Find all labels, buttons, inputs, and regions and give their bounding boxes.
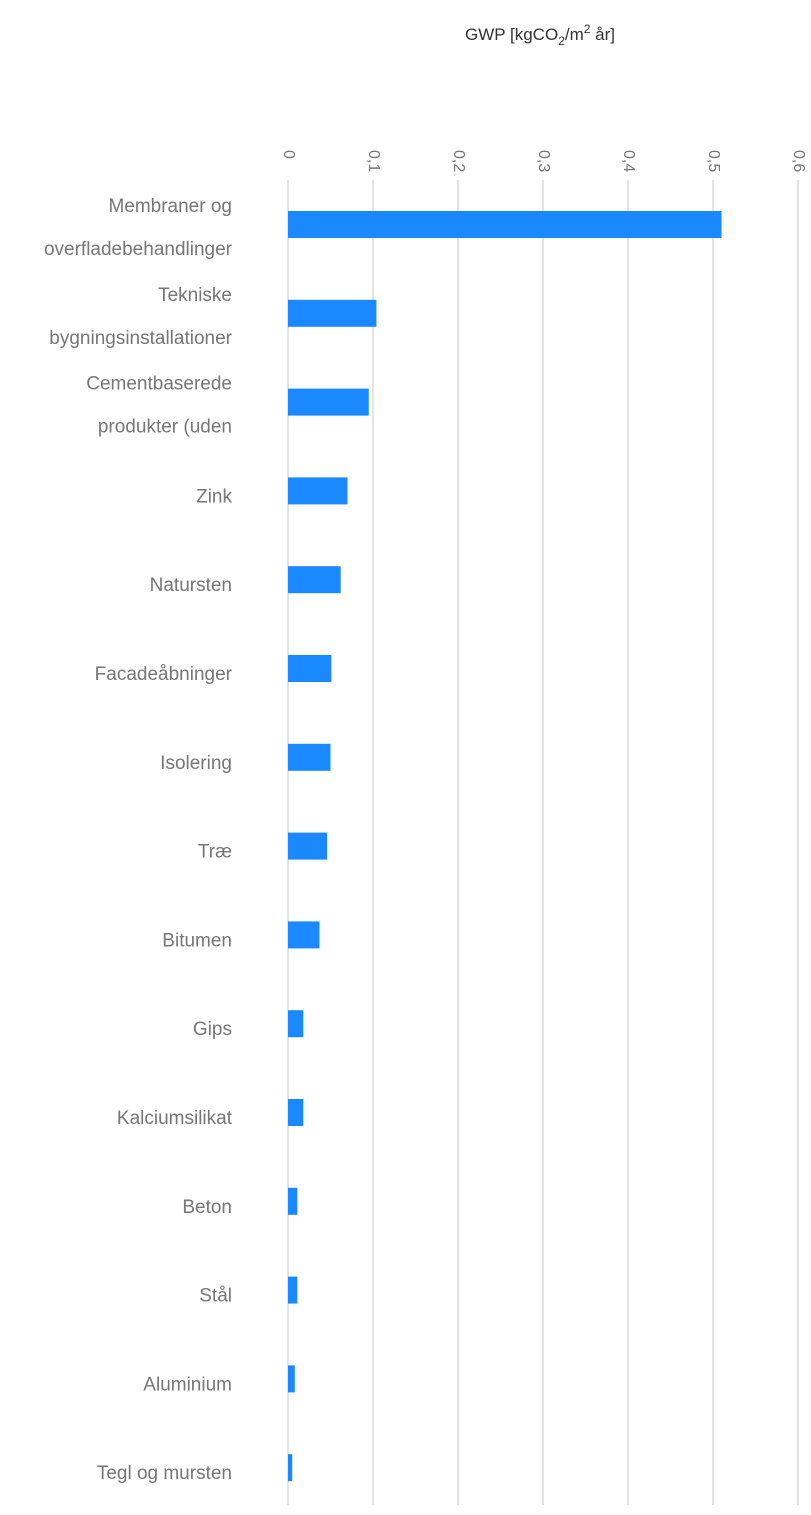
category-label: Stål — [199, 1286, 232, 1307]
bar — [288, 211, 722, 238]
category-label-line: overfladebehandlinger — [44, 239, 233, 260]
category-label-line: beton) — [178, 460, 232, 481]
bar — [288, 1365, 295, 1393]
category-label: Membraner og overfladebehandlinger — [44, 196, 233, 260]
bar — [288, 388, 369, 416]
bar — [288, 1187, 298, 1215]
category-label-line: Isolering — [160, 753, 232, 774]
bar — [288, 1010, 304, 1038]
bars — [288, 211, 722, 1482]
bar — [288, 743, 331, 771]
category-label: Cementbaserede produkter (uden beton) — [86, 374, 232, 481]
category-label-line: Beton — [182, 1197, 232, 1218]
category-label-line: Stål — [199, 1286, 232, 1307]
category-label-line: bygningsinstallationer — [49, 328, 232, 349]
category-label: Kalciumsilikat — [117, 1108, 233, 1129]
bar — [288, 655, 332, 682]
x-tick-label: 0,2 — [450, 150, 467, 172]
x-tick-label: 0,5 — [705, 150, 722, 172]
bar — [288, 1276, 298, 1304]
category-label-line: Facadeåbninger — [95, 664, 233, 685]
bar — [288, 1099, 304, 1126]
category-label-line: Gips — [193, 1019, 232, 1040]
category-label-line: Natursten — [150, 575, 232, 596]
bar — [288, 921, 320, 949]
category-label: Natursten — [150, 575, 232, 596]
category-label-line: Aluminium — [143, 1374, 232, 1395]
category-label: Træ — [198, 842, 232, 863]
category-label: Beton — [182, 1197, 232, 1218]
gridlines — [287, 180, 799, 1505]
category-label: Gips — [193, 1019, 232, 1040]
category-label-line: Bitumen — [162, 930, 232, 951]
category-label-line: Zink — [196, 486, 232, 507]
category-label: Tekniske bygningsinstallationer — [49, 285, 232, 349]
x-tick-label: 0,4 — [620, 150, 637, 172]
category-label-line: Membraner og — [108, 196, 232, 217]
bar — [288, 477, 348, 505]
bar — [288, 566, 341, 594]
bar — [288, 832, 328, 860]
category-label: Aluminium — [143, 1374, 232, 1395]
category-label: Zink — [196, 486, 232, 507]
x-axis-ticks: 0 0,1 0,2 0,3 0,4 0,5 0,6 — [280, 150, 807, 172]
x-tick-label: 0,6 — [790, 150, 807, 172]
category-label-line: produkter (uden — [98, 417, 232, 438]
category-label-line: Træ — [198, 842, 232, 863]
bar — [288, 299, 377, 327]
category-label: Facadeåbninger — [95, 664, 233, 685]
x-tick-label: 0,1 — [365, 150, 382, 172]
x-axis-title: GWP [kgCO2/m2 år] — [465, 22, 615, 48]
category-label-line: Tegl og mursten — [97, 1463, 232, 1484]
category-label-line: Kalciumsilikat — [117, 1108, 233, 1129]
category-label-line: Tekniske — [158, 285, 232, 306]
category-labels: Membraner og overfladebehandlinger Teknisk… — [44, 196, 233, 1484]
category-label: Isolering — [160, 753, 232, 774]
bar — [288, 1454, 293, 1482]
x-tick-label: 0 — [280, 150, 297, 159]
category-label: Tegl og mursten — [97, 1463, 232, 1484]
category-label: Bitumen — [162, 930, 232, 951]
category-label-line: Cementbaserede — [86, 374, 232, 395]
x-tick-label: 0,3 — [535, 150, 552, 172]
